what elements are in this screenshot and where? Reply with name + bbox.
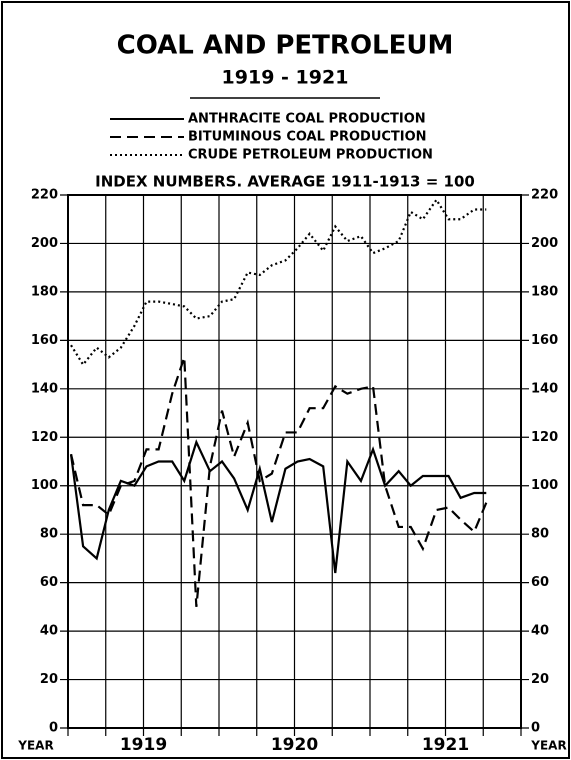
y-tick-label: 0: [49, 721, 58, 736]
y-axis-title: INDEX NUMBERS. AVERAGE 1911-1913 = 100: [95, 173, 475, 191]
y-tick-label: 200: [531, 236, 558, 251]
y-tick-label: 40: [40, 624, 58, 639]
y-tick-label: 120: [31, 430, 58, 445]
y-tick-label: 80: [40, 527, 58, 542]
y-tick-label: 220: [31, 188, 58, 203]
series-line: [70, 197, 487, 367]
y-tick-label: 160: [31, 333, 58, 348]
y-tick-label: 0: [531, 721, 540, 736]
y-tick-label: 60: [531, 575, 549, 590]
y-tick-label: 180: [31, 284, 58, 299]
y-tick-label: 200: [31, 236, 58, 251]
y-tick-label: 60: [40, 575, 58, 590]
y-tick-label: 120: [531, 430, 558, 445]
legend-label: CRUDE PETROLEUM PRODUCTION: [188, 148, 433, 163]
y-tick-label: 220: [531, 188, 558, 203]
plot-border: [67, 194, 522, 729]
x-tick-label: 1919: [120, 735, 167, 755]
x-axis-label: YEAR: [530, 739, 566, 753]
y-tick-label: 100: [31, 478, 58, 493]
y-tick-label: 140: [531, 381, 558, 396]
y-tick-label: 40: [531, 624, 549, 639]
chart-title: COAL AND PETROLEUM: [117, 31, 454, 61]
legend-label: ANTHRACITE COAL PRODUCTION: [188, 112, 426, 127]
x-axis-label: YEAR: [17, 739, 53, 753]
series-line: [69, 439, 487, 574]
y-tick-label: 160: [531, 333, 558, 348]
x-tick-label: 1920: [271, 735, 318, 755]
y-tick-label: 20: [531, 672, 549, 687]
x-tick-label: 1921: [422, 735, 469, 755]
y-tick-label: 100: [531, 478, 558, 493]
series-line: [69, 356, 488, 607]
y-tick-label: 80: [531, 527, 549, 542]
legend-label: BITUMINOUS COAL PRODUCTION: [188, 130, 427, 145]
y-tick-label: 180: [531, 284, 558, 299]
y-tick-label: 140: [31, 381, 58, 396]
chart-subtitle: 1919 - 1921: [222, 67, 349, 89]
y-tick-label: 20: [40, 672, 58, 687]
